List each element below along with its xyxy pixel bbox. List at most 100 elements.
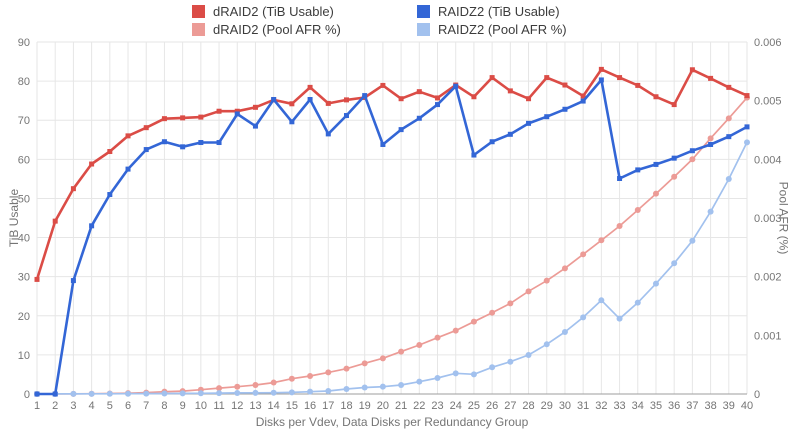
data-point-marker[interactable] bbox=[307, 84, 313, 90]
data-point-marker[interactable] bbox=[216, 390, 223, 397]
data-point-marker[interactable] bbox=[689, 237, 696, 244]
data-point-marker[interactable] bbox=[361, 384, 368, 391]
data-point-marker[interactable] bbox=[380, 141, 386, 147]
data-point-marker[interactable] bbox=[143, 147, 149, 153]
data-point-marker[interactable] bbox=[725, 115, 732, 122]
data-point-marker[interactable] bbox=[52, 391, 58, 397]
data-point-marker[interactable] bbox=[307, 388, 314, 395]
data-point-marker[interactable] bbox=[198, 140, 204, 146]
data-point-marker[interactable] bbox=[325, 100, 331, 106]
data-point-marker[interactable] bbox=[744, 124, 750, 130]
data-point-marker[interactable] bbox=[525, 288, 532, 295]
data-point-marker[interactable] bbox=[161, 139, 167, 145]
data-point-marker[interactable] bbox=[453, 83, 459, 89]
data-point-marker[interactable] bbox=[343, 365, 350, 372]
data-point-marker[interactable] bbox=[635, 167, 641, 173]
data-point-marker[interactable] bbox=[708, 75, 714, 81]
data-point-marker[interactable] bbox=[470, 371, 477, 378]
data-point-marker[interactable] bbox=[398, 348, 405, 355]
data-point-marker[interactable] bbox=[89, 161, 95, 167]
data-point-marker[interactable] bbox=[125, 390, 132, 397]
data-point-marker[interactable] bbox=[580, 314, 587, 321]
data-point-marker[interactable] bbox=[34, 276, 40, 282]
data-point-marker[interactable] bbox=[652, 280, 659, 287]
data-point-marker[interactable] bbox=[707, 208, 714, 215]
data-point-marker[interactable] bbox=[707, 135, 714, 142]
data-point-marker[interactable] bbox=[343, 386, 350, 393]
data-point-marker[interactable] bbox=[380, 82, 386, 88]
data-point-marker[interactable] bbox=[325, 131, 331, 137]
data-point-marker[interactable] bbox=[671, 173, 678, 180]
data-point-marker[interactable] bbox=[270, 389, 277, 396]
data-point-marker[interactable] bbox=[561, 328, 568, 335]
data-point-marker[interactable] bbox=[289, 119, 295, 125]
data-point-marker[interactable] bbox=[107, 192, 113, 198]
data-point-marker[interactable] bbox=[708, 141, 714, 147]
data-point-marker[interactable] bbox=[180, 115, 186, 121]
data-point-marker[interactable] bbox=[288, 375, 295, 382]
data-point-marker[interactable] bbox=[652, 190, 659, 197]
data-point-marker[interactable] bbox=[617, 175, 623, 181]
data-point-marker[interactable] bbox=[143, 125, 149, 131]
data-point-marker[interactable] bbox=[598, 297, 605, 304]
data-point-marker[interactable] bbox=[616, 315, 623, 322]
data-point-marker[interactable] bbox=[617, 75, 623, 81]
data-point-marker[interactable] bbox=[580, 251, 587, 258]
data-point-marker[interactable] bbox=[489, 364, 496, 371]
data-point-marker[interactable] bbox=[161, 390, 168, 397]
data-point-marker[interactable] bbox=[471, 94, 477, 100]
data-point-marker[interactable] bbox=[70, 278, 76, 284]
data-point-marker[interactable] bbox=[88, 390, 95, 397]
data-point-marker[interactable] bbox=[689, 67, 695, 73]
data-point-marker[interactable] bbox=[198, 114, 204, 120]
data-point-marker[interactable] bbox=[107, 149, 113, 155]
data-point-marker[interactable] bbox=[361, 360, 368, 367]
data-point-marker[interactable] bbox=[562, 82, 568, 88]
data-point-marker[interactable] bbox=[489, 139, 495, 145]
data-point-marker[interactable] bbox=[252, 382, 259, 389]
data-point-marker[interactable] bbox=[379, 383, 386, 390]
data-point-marker[interactable] bbox=[507, 358, 514, 365]
data-point-marker[interactable] bbox=[416, 378, 423, 385]
data-point-marker[interactable] bbox=[507, 88, 513, 94]
data-point-marker[interactable] bbox=[34, 391, 40, 397]
data-point-marker[interactable] bbox=[434, 334, 441, 341]
data-point-marker[interactable] bbox=[416, 115, 422, 121]
data-point-marker[interactable] bbox=[216, 108, 222, 114]
data-point-marker[interactable] bbox=[435, 102, 441, 108]
data-point-marker[interactable] bbox=[343, 113, 349, 119]
data-point-marker[interactable] bbox=[70, 390, 77, 397]
data-point-marker[interactable] bbox=[634, 207, 641, 214]
data-point-marker[interactable] bbox=[252, 104, 258, 110]
data-point-marker[interactable] bbox=[689, 148, 695, 154]
data-point-marker[interactable] bbox=[634, 299, 641, 306]
data-point-marker[interactable] bbox=[234, 383, 241, 390]
data-point-marker[interactable] bbox=[580, 93, 586, 99]
data-point-marker[interactable] bbox=[489, 75, 495, 81]
data-point-marker[interactable] bbox=[544, 114, 550, 120]
data-point-marker[interactable] bbox=[325, 369, 332, 376]
data-point-marker[interactable] bbox=[343, 97, 349, 103]
data-point-marker[interactable] bbox=[216, 385, 223, 392]
data-point-marker[interactable] bbox=[543, 341, 550, 348]
data-point-marker[interactable] bbox=[598, 66, 604, 72]
data-point-marker[interactable] bbox=[671, 260, 678, 267]
data-point-marker[interactable] bbox=[362, 93, 368, 99]
data-point-marker[interactable] bbox=[507, 131, 513, 137]
data-point-marker[interactable] bbox=[234, 111, 240, 117]
data-point-marker[interactable] bbox=[725, 175, 732, 182]
data-point-marker[interactable] bbox=[416, 342, 423, 349]
data-point-marker[interactable] bbox=[180, 144, 186, 150]
data-point-marker[interactable] bbox=[526, 96, 532, 102]
data-point-marker[interactable] bbox=[671, 102, 677, 108]
data-point-marker[interactable] bbox=[689, 156, 696, 163]
data-point-marker[interactable] bbox=[726, 84, 732, 90]
data-point-marker[interactable] bbox=[398, 382, 405, 389]
data-point-marker[interactable] bbox=[671, 155, 677, 161]
data-point-marker[interactable] bbox=[562, 106, 568, 112]
data-point-marker[interactable] bbox=[471, 152, 477, 158]
data-point-marker[interactable] bbox=[635, 82, 641, 88]
data-point-marker[interactable] bbox=[726, 134, 732, 140]
data-point-marker[interactable] bbox=[616, 222, 623, 229]
data-point-marker[interactable] bbox=[653, 94, 659, 100]
